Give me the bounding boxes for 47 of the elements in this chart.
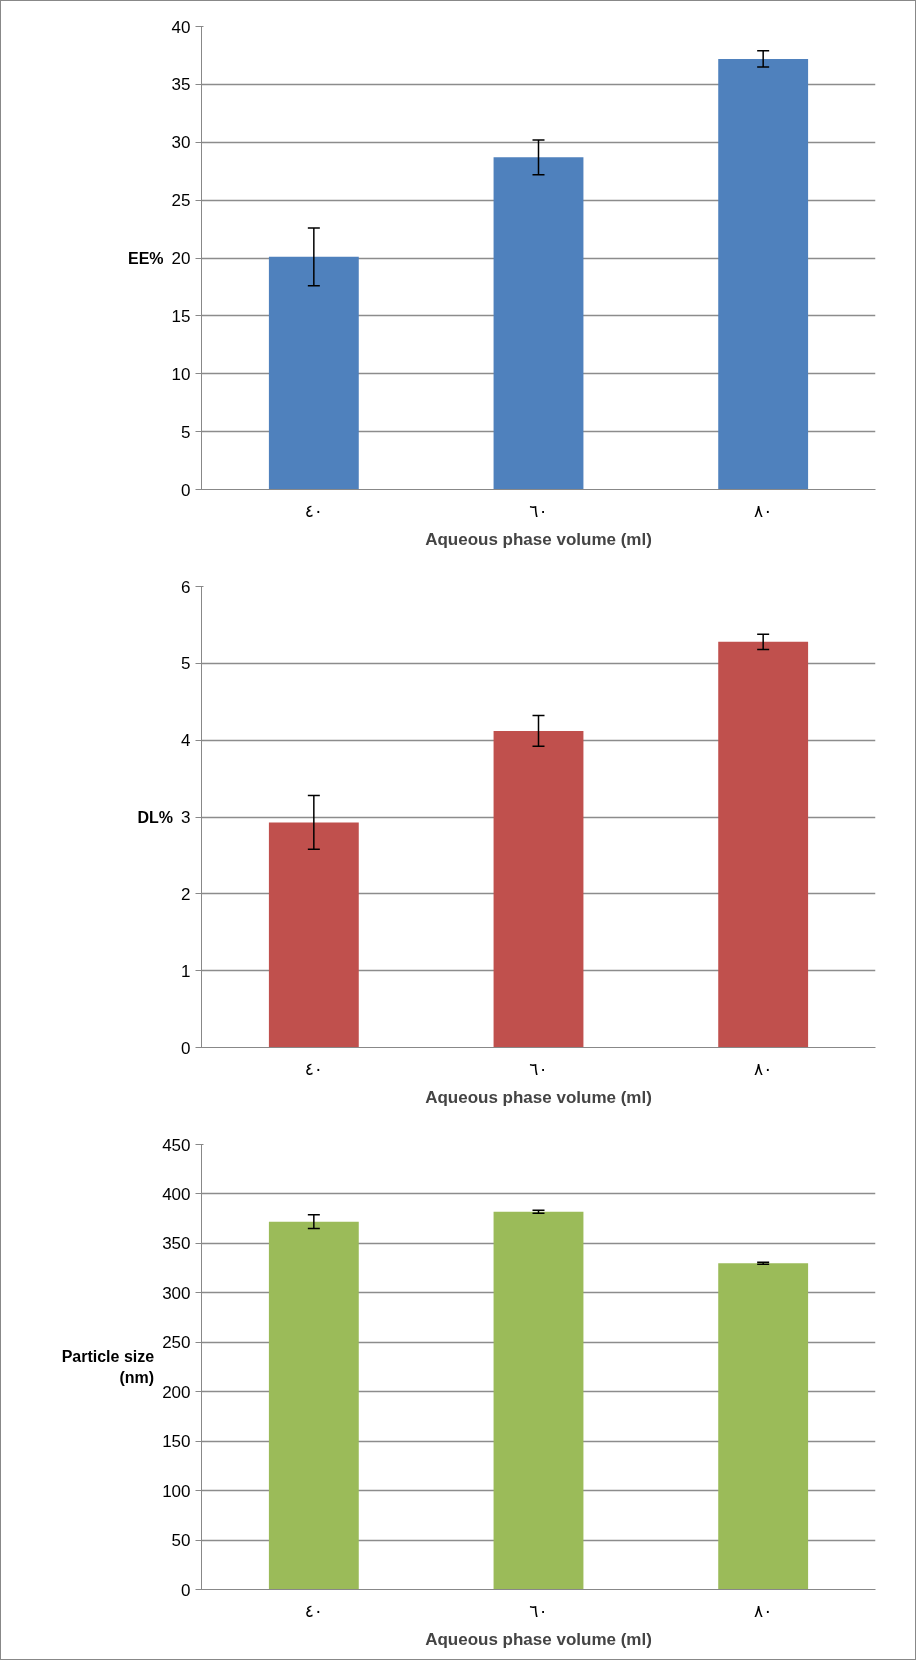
y-tick-label: 20 (171, 249, 191, 268)
y-tick-label: 350 (162, 1234, 191, 1254)
x-tick-label: ٤٠ (304, 500, 323, 521)
y-tick-label: 0 (181, 1038, 191, 1058)
x-tick-label: ٨٠ (754, 500, 773, 521)
y-tick-label: 40 (171, 17, 191, 37)
y-tick-label: 300 (162, 1283, 191, 1303)
x-axis-title: Aqueous phase volume (ml) (425, 1087, 652, 1107)
y-tick-label: 1 (181, 961, 191, 981)
y-tick-label: 10 (171, 364, 191, 384)
x-tick-label: ٨٠ (754, 1058, 773, 1079)
bar (718, 641, 809, 1048)
y-tick-label: 400 (162, 1184, 191, 1204)
y-tick-label: 150 (162, 1432, 191, 1452)
y-tick-label: 25 (171, 191, 191, 211)
x-tick-label: ٦٠ (529, 1058, 548, 1079)
x-tick-label: ٦٠ (529, 500, 548, 521)
y-tick-label: 5 (181, 422, 191, 442)
x-axis-title: Aqueous phase volume (ml) (425, 1629, 652, 1649)
x-tick-label: ٦٠ (529, 1600, 548, 1621)
y-axis-title: EE% (128, 249, 164, 267)
x-tick-label: ٨٠ (754, 1600, 773, 1621)
y-tick-label: 3 (181, 808, 191, 827)
x-axis-title: Aqueous phase volume (ml) (425, 529, 652, 549)
x-tick-label: ٤٠ (304, 1058, 323, 1079)
y-tick-label: 250 (162, 1333, 191, 1353)
bar (493, 157, 584, 490)
y-tick-label: 0 (181, 480, 191, 500)
y-tick-label: 15 (171, 306, 191, 326)
y-tick-label: 4 (181, 731, 191, 751)
y-axis-title: DL% (137, 808, 174, 826)
y-tick-label: 2 (181, 884, 191, 904)
bar (268, 822, 359, 1048)
y-tick-label: 200 (162, 1382, 191, 1402)
y-tick-label: 5 (181, 654, 191, 674)
y-tick-label: 100 (162, 1481, 191, 1501)
y-tick-label: 6 (181, 577, 191, 597)
y-axis-title: Particle size (nm) (61, 1348, 155, 1386)
x-tick-label: ٤٠ (304, 1600, 323, 1621)
bar (718, 58, 809, 490)
bar (493, 730, 584, 1048)
y-tick-label: 0 (181, 1580, 191, 1600)
y-tick-label: 50 (171, 1531, 191, 1551)
y-tick-label: 30 (171, 133, 191, 153)
bar (268, 256, 359, 490)
y-tick-label: 35 (171, 75, 191, 95)
y-tick-label: 450 (162, 1135, 191, 1155)
